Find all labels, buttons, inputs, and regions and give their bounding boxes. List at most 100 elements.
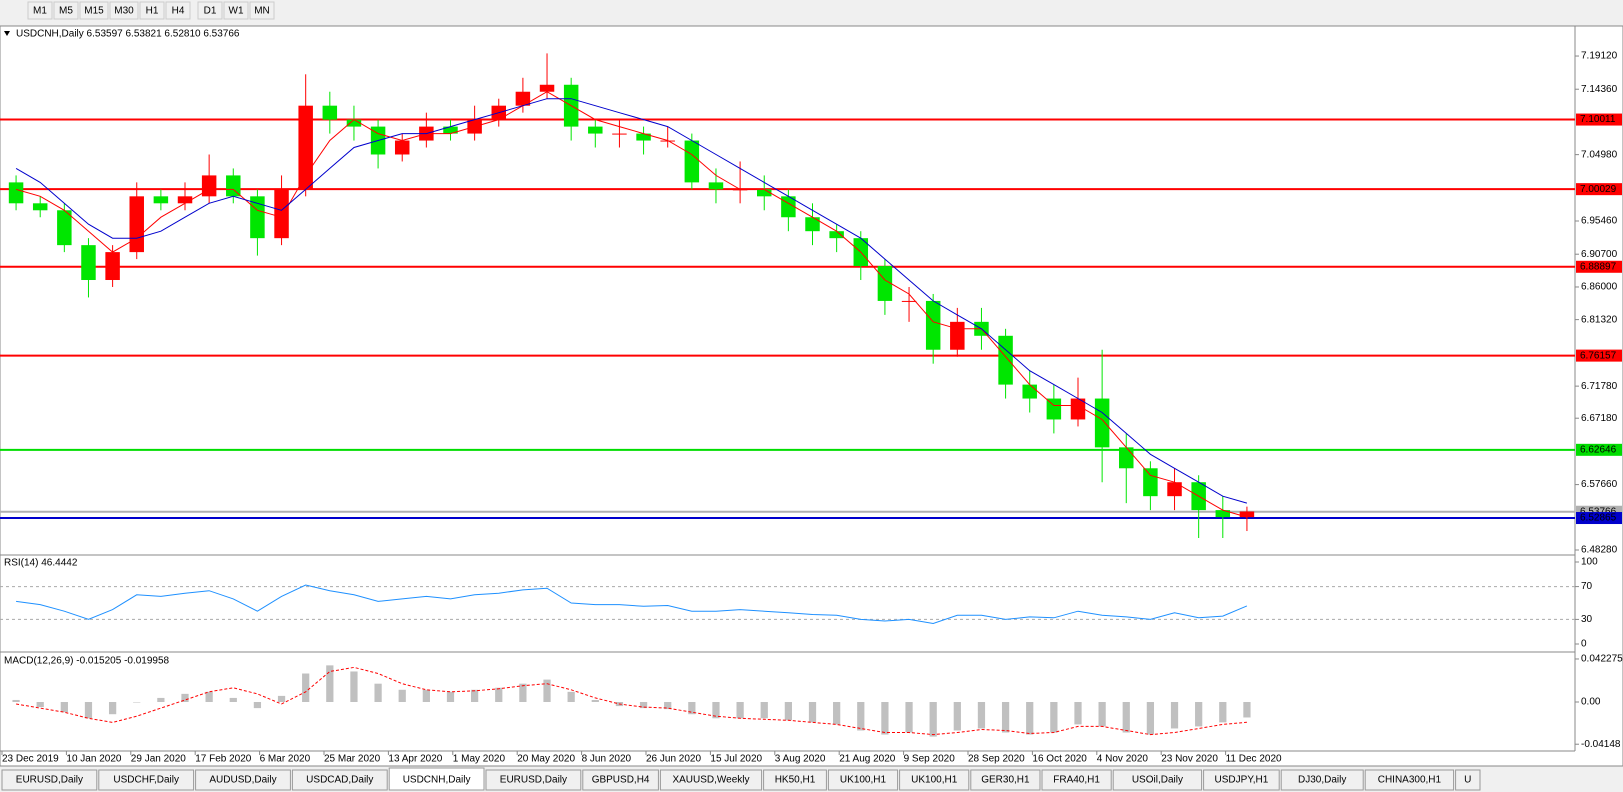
tab[interactable] [659, 769, 763, 791]
tab[interactable] [970, 769, 1041, 791]
candle-body [950, 321, 965, 350]
tab-label[interactable]: USDCHF,Daily [113, 775, 179, 786]
macd-bar [639, 702, 648, 709]
tab[interactable] [485, 769, 582, 791]
toolbar-button[interactable] [53, 1, 79, 20]
candle-body [805, 217, 820, 232]
tab-label[interactable]: USDCAD,Daily [306, 775, 373, 786]
macd-title: MACD(12,26,9) -0.015205 -0.019958 [4, 656, 170, 667]
chart-window [0, 25, 1623, 767]
tab-label[interactable]: DJ30,Daily [1298, 775, 1346, 786]
macd-bar [712, 702, 720, 719]
tab-label[interactable]: CHINA300,H1 [1378, 775, 1442, 786]
tab[interactable] [1203, 769, 1280, 791]
macd-bar [543, 679, 551, 702]
toolbar-label[interactable]: D1 [204, 6, 217, 17]
toolbar-label[interactable]: M5 [59, 6, 73, 17]
tab-label[interactable]: GER30,H1 [981, 775, 1030, 786]
macd-bar [833, 702, 841, 725]
candle-body [8, 182, 24, 204]
macd-signal [16, 666, 1247, 736]
toolbar-label[interactable]: MN [254, 6, 270, 17]
tab-label[interactable]: USOil,Daily [1132, 775, 1183, 786]
tab[interactable] [98, 769, 195, 791]
toolbar-label[interactable]: M15 [84, 6, 104, 17]
toolbar-label[interactable]: W1 [229, 6, 244, 17]
candle-body [346, 119, 362, 127]
tab-label[interactable]: AUDUSD,Daily [209, 775, 276, 786]
candle-body [1070, 398, 1086, 420]
tab[interactable] [1455, 769, 1481, 791]
toolbar-button[interactable] [249, 1, 275, 20]
tab-label[interactable]: GBPUSD,H4 [592, 775, 650, 786]
toolbar-label[interactable]: M30 [114, 6, 134, 17]
tab[interactable] [291, 769, 388, 791]
macd-bar [881, 702, 889, 735]
tab-label[interactable]: UK100,H1 [911, 775, 958, 786]
toolbar-button[interactable] [109, 1, 139, 20]
toolbar-label[interactable]: H1 [146, 6, 159, 17]
tab[interactable] [582, 769, 659, 791]
chart-title: USDCNH,Daily 6.53597 6.53821 6.52810 6.5… [16, 29, 240, 40]
x-tick-label: 25 Mar 2020 [324, 754, 381, 765]
candle-body [1046, 398, 1062, 420]
toolbar-button[interactable] [79, 1, 109, 20]
toolbar-label[interactable]: M1 [33, 6, 47, 17]
candle-body [443, 126, 458, 134]
x-tick-label: 13 Apr 2020 [388, 754, 442, 765]
candle-body [201, 175, 217, 197]
toolbar-button[interactable] [139, 1, 165, 20]
x-tick-label: 16 Oct 2020 [1032, 754, 1087, 765]
candle-body [274, 189, 289, 239]
tab-label[interactable]: UK100,H1 [840, 775, 887, 786]
toolbar-button[interactable] [27, 1, 53, 20]
toolbar-button[interactable] [197, 1, 223, 20]
y-tick-label: 6.57660 [1581, 479, 1618, 490]
candle-body [394, 140, 410, 155]
macd-bar [157, 697, 165, 702]
tab-label[interactable]: XAUUSD,Weekly [672, 775, 749, 786]
toolbar-label[interactable]: H4 [172, 6, 185, 17]
tab[interactable] [899, 769, 970, 791]
y-tick-label: 0.00 [1581, 697, 1601, 708]
tab[interactable] [763, 769, 827, 791]
tab[interactable] [1364, 769, 1455, 791]
tab-label[interactable]: USDJPY,H1 [1215, 775, 1269, 786]
tab-label[interactable]: USDCNH,Daily [403, 775, 471, 786]
x-tick-label: 20 May 2020 [517, 754, 575, 765]
candle-body [925, 300, 941, 350]
macd-bar [471, 689, 479, 702]
x-tick-label: 23 Dec 2019 [2, 754, 59, 765]
tab[interactable] [1, 769, 98, 791]
x-tick-label: 26 Jun 2020 [646, 754, 701, 765]
tab[interactable] [195, 769, 291, 791]
price-tag [1576, 443, 1622, 456]
tab-label[interactable]: HK50,H1 [775, 775, 816, 786]
macd-bar [1026, 702, 1034, 735]
tab[interactable] [388, 767, 485, 791]
candle-body [250, 196, 265, 239]
tab-label[interactable]: U [1464, 775, 1471, 786]
tab[interactable] [1041, 769, 1112, 791]
y-tick-label: 0.042275 [1581, 654, 1623, 665]
price-tag-label: 7.10011 [1580, 114, 1616, 125]
tab-label[interactable]: EURUSD,Daily [16, 775, 83, 786]
macd-bar [446, 691, 455, 702]
candle-body [226, 175, 241, 197]
y-tick-label: 6.95460 [1581, 216, 1618, 227]
title-arrow [4, 31, 10, 36]
tab[interactable] [1112, 769, 1203, 791]
toolbar-button[interactable] [223, 1, 249, 20]
tab[interactable] [827, 769, 899, 791]
macd-bar [1146, 702, 1155, 735]
price-tag [1576, 512, 1622, 525]
macd-bar [229, 697, 237, 702]
moving-average [15, 98, 1248, 504]
toolbar-button[interactable] [165, 1, 191, 20]
candle-body [322, 105, 338, 120]
tab[interactable] [1280, 769, 1364, 791]
tab-label[interactable]: FRA40,H1 [1053, 775, 1100, 786]
tab-label[interactable]: EURUSD,Daily [500, 775, 567, 786]
macd-bar [350, 671, 358, 702]
